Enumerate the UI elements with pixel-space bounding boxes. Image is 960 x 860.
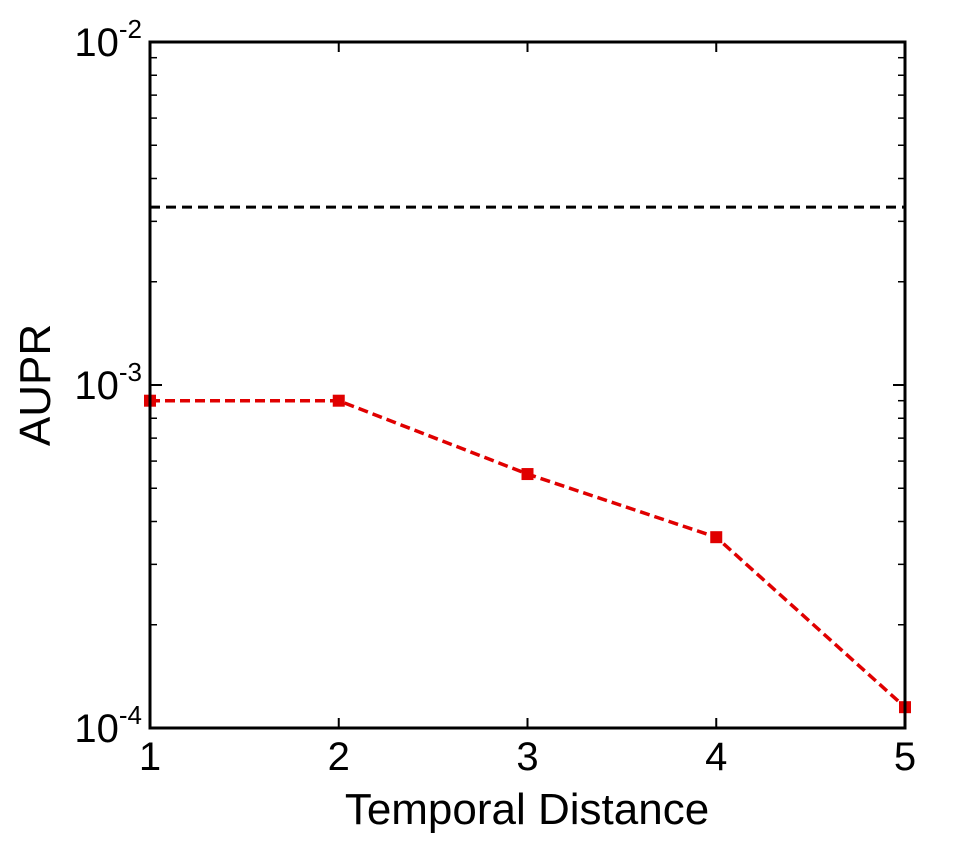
y-tick-label: 10-4: [74, 700, 142, 751]
y-tick-label-base: 10: [74, 364, 119, 408]
y-tick-label: 10-3: [74, 357, 142, 408]
y-tick-label: 10-2: [74, 14, 142, 65]
x-tick-label: 4: [705, 735, 727, 779]
tick-labels-layer: 1 2 3 4 510-410-310-2: [74, 14, 916, 779]
plot-frame: [148, 40, 907, 730]
series-point: [332, 394, 345, 407]
y-tick-label-base: 10: [74, 707, 119, 751]
y-tick-label-exponent: -3: [119, 357, 142, 387]
y-tick-label-exponent: -2: [119, 14, 142, 44]
y-tick-label-exponent: -4: [119, 700, 142, 730]
x-axis-title: Temporal Distance: [345, 785, 709, 834]
series-layer: [144, 394, 911, 714]
y-axis-title: AUPR: [11, 324, 60, 446]
x-tick-label: 3: [516, 735, 538, 779]
x-tick-label: 5: [894, 735, 916, 779]
plot-area: [150, 42, 905, 728]
x-tick-label: 1: [139, 735, 161, 779]
y-tick-label-base: 10: [74, 21, 119, 65]
x-tick-label: 2: [328, 735, 350, 779]
series-point: [710, 531, 723, 544]
series-point: [521, 468, 534, 481]
